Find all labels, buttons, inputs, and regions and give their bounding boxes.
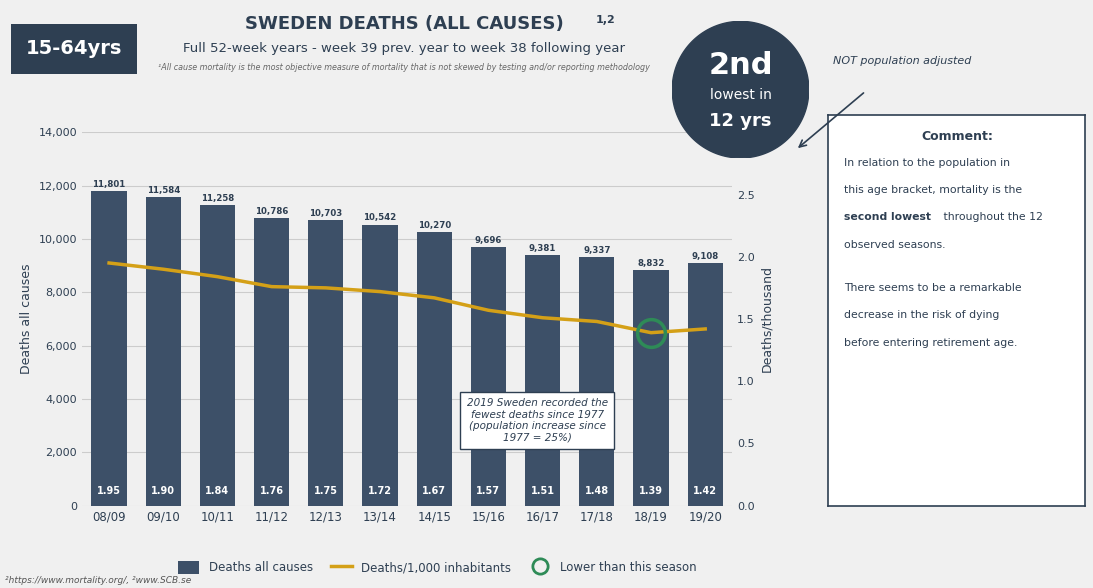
Text: 11,258: 11,258 [201,194,234,203]
Text: There seems to be a remarkable: There seems to be a remarkable [844,283,1022,293]
Bar [634,270,669,506]
Text: this age bracket, mortality is the: this age bracket, mortality is the [844,185,1022,195]
Text: 2nd: 2nd [708,51,773,79]
Text: 10,786: 10,786 [255,207,289,216]
Text: 1.67: 1.67 [422,486,446,496]
Text: second lowest: second lowest [844,212,931,222]
Bar [525,256,561,506]
Text: 9,337: 9,337 [583,246,611,255]
Text: throughout the 12: throughout the 12 [940,212,1043,222]
Text: 9,381: 9,381 [529,245,556,253]
Text: Comment:: Comment: [921,131,992,143]
Text: ²https://www.mortality.org/, ²www.SCB.se: ²https://www.mortality.org/, ²www.SCB.se [5,576,191,585]
Bar [687,263,722,506]
Text: 11,584: 11,584 [146,186,180,195]
Text: 8,832: 8,832 [637,259,665,268]
Text: 1.90: 1.90 [151,486,175,496]
Text: 15-64yrs: 15-64yrs [25,39,122,58]
Text: 1.84: 1.84 [205,486,230,496]
Text: before entering retirement age.: before entering retirement age. [844,338,1018,348]
Text: In relation to the population in: In relation to the population in [844,158,1010,168]
Text: Full 52-week years - week 39 prev. year to week 38 following year: Full 52-week years - week 39 prev. year … [184,42,625,55]
Text: 10,703: 10,703 [309,209,342,218]
Text: 9,696: 9,696 [474,236,502,245]
Text: lowest in: lowest in [709,88,772,102]
Text: 1,2: 1,2 [596,15,615,25]
Text: 1.48: 1.48 [585,486,609,496]
Text: 1.51: 1.51 [530,486,554,496]
Bar [363,225,398,506]
Bar [579,257,614,506]
Text: decrease in the risk of dying: decrease in the risk of dying [844,310,999,320]
Text: 2019 Sweden recorded the
fewest deaths since 1977
(population increase since
197: 2019 Sweden recorded the fewest deaths s… [467,398,608,443]
Text: 1.95: 1.95 [97,486,121,496]
Text: 12 yrs: 12 yrs [709,112,772,130]
Bar [145,197,180,506]
Text: 1.42: 1.42 [693,486,717,496]
Text: 11,801: 11,801 [93,180,126,189]
Legend: Deaths all causes, Deaths/1,000 inhabitants, Lower than this season: Deaths all causes, Deaths/1,000 inhabita… [174,557,701,579]
Text: 1.75: 1.75 [314,486,338,496]
Bar [416,232,451,506]
Text: observed seasons.: observed seasons. [844,240,945,250]
Text: 1.57: 1.57 [477,486,501,496]
Text: SWEDEN DEATHS (ALL CAUSES): SWEDEN DEATHS (ALL CAUSES) [245,15,564,33]
Text: NOT population adjusted: NOT population adjusted [833,56,972,66]
Bar [254,218,290,506]
Bar [200,205,235,506]
Text: 10,542: 10,542 [363,213,397,222]
Bar [471,247,506,506]
Y-axis label: Deaths/thousand: Deaths/thousand [761,266,774,372]
Text: 9,108: 9,108 [692,252,719,260]
Text: 1.39: 1.39 [639,486,663,496]
Bar [92,191,127,506]
Text: ¹All cause mortality is the most objective measure of mortality that is not skew: ¹All cause mortality is the most objecti… [158,63,650,72]
Y-axis label: Deaths all causes: Deaths all causes [20,264,33,374]
Text: 1.72: 1.72 [368,486,392,496]
Text: 10,270: 10,270 [418,220,451,230]
Polygon shape [672,21,809,158]
Bar [308,220,343,506]
Text: 1.76: 1.76 [260,486,284,496]
